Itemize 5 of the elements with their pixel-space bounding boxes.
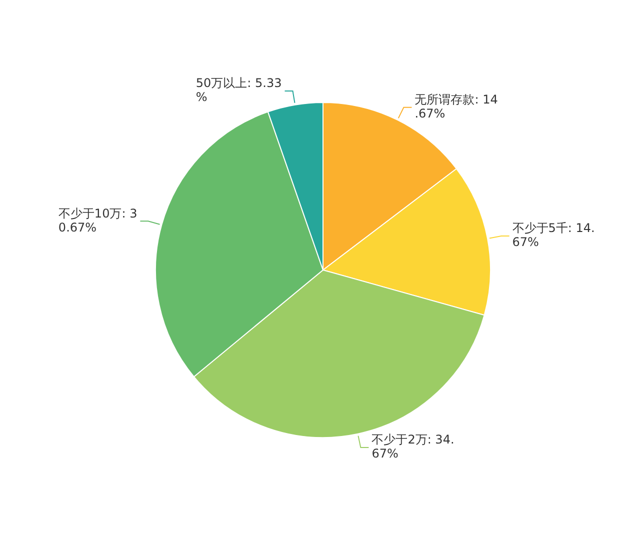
slice-label: 不少于10万: 30.67% — [58, 206, 138, 234]
slice-label: 不少于2万: 34.67% — [372, 432, 454, 461]
slice-label: 50万以上: 5.33% — [196, 76, 282, 104]
slice-label: 不少于5千: 14.67% — [512, 221, 595, 250]
slice-label: 无所谓存款: 14.67% — [414, 92, 498, 121]
